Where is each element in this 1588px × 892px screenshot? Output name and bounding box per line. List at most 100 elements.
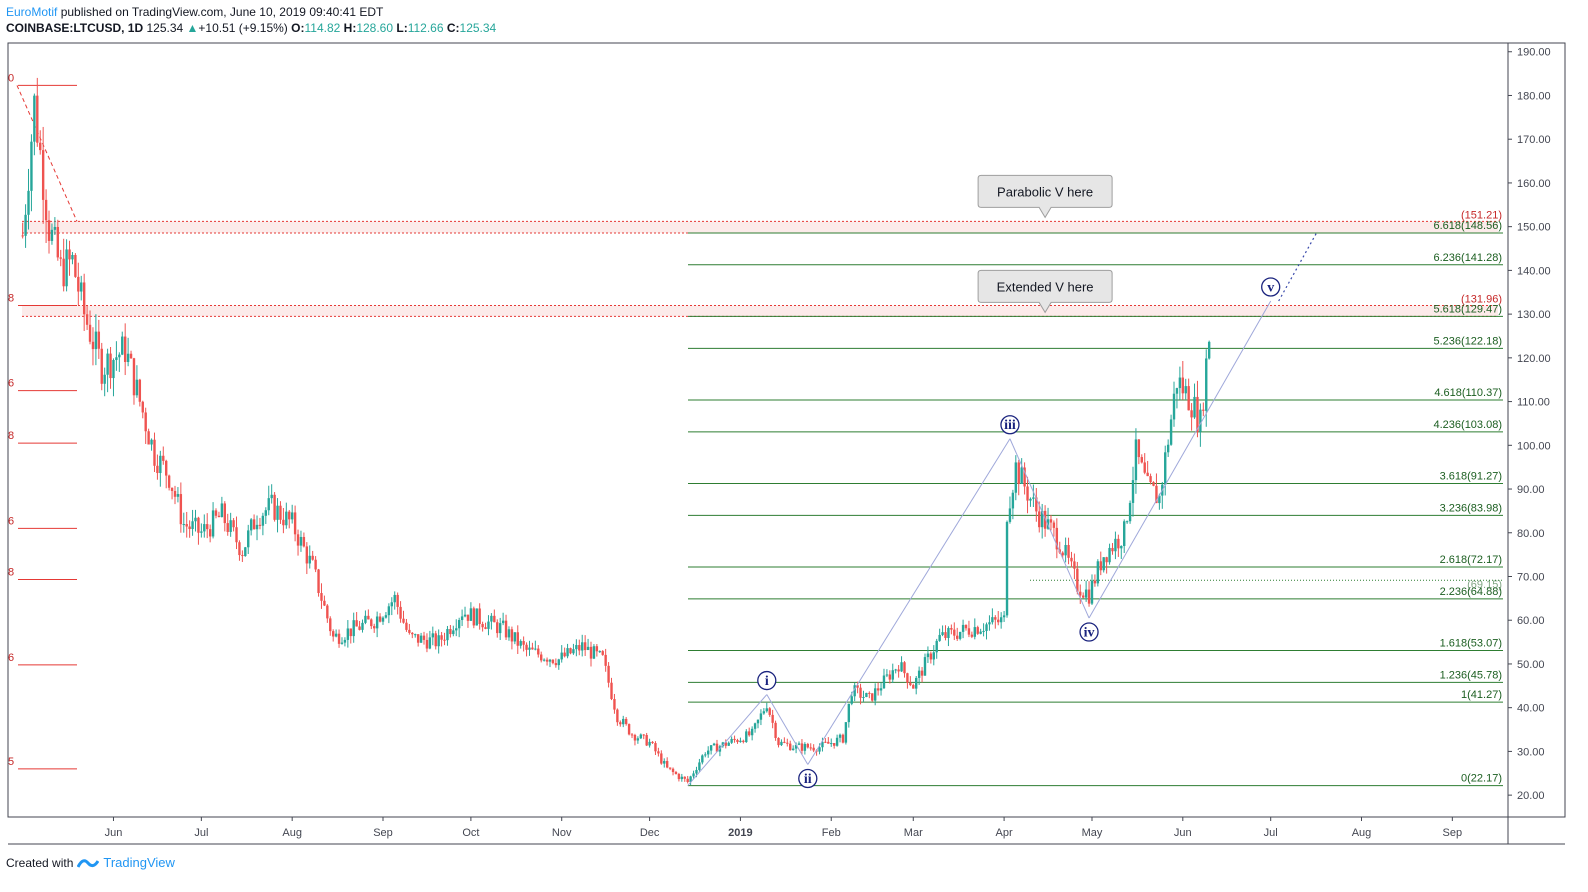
candle-body: [882, 675, 886, 689]
fib-level-label: 0(22.17): [1461, 773, 1502, 785]
candle-body: [715, 743, 719, 752]
candle-body: [1081, 595, 1085, 598]
candle-body: [873, 688, 877, 701]
candle-body: [516, 632, 519, 646]
candle-body: [844, 722, 848, 743]
wave-label: iv: [1084, 626, 1095, 641]
candle-body: [891, 670, 894, 680]
candle-body: [789, 743, 792, 751]
candle-body: [750, 728, 754, 736]
candle-body: [1052, 522, 1056, 528]
candle-body: [824, 741, 827, 743]
candle-body: [1061, 552, 1064, 556]
left-fib-label: 5: [8, 756, 14, 768]
candle-body: [545, 659, 549, 662]
candle-body: [498, 623, 502, 634]
left-fib-label: 8: [8, 567, 14, 579]
x-tick-label: Jun: [105, 827, 123, 839]
candle-body: [762, 711, 766, 714]
candle-body: [692, 773, 695, 777]
author-link[interactable]: EuroMotif: [6, 5, 58, 19]
candle-body: [876, 688, 880, 691]
candle-body: [809, 747, 812, 749]
x-tick-label: Sep: [373, 827, 393, 839]
candle-body: [329, 618, 332, 632]
wave-marker[interactable]: [1000, 415, 1020, 435]
candle-body: [1032, 497, 1035, 499]
resistance-zone: [22, 221, 1498, 233]
candle-body: [493, 615, 496, 623]
candle-body: [200, 531, 203, 533]
symbol-label[interactable]: COINBASE:LTCUSD, 1D: [6, 21, 144, 35]
candle-body: [586, 646, 590, 651]
candle-body: [589, 646, 593, 659]
callout-shape: [977, 174, 1113, 219]
candle-body: [244, 547, 247, 557]
last-price: 125.34: [146, 21, 184, 35]
candle-body: [293, 512, 297, 535]
open-label: O:: [291, 21, 305, 35]
candle-body: [999, 617, 1003, 623]
open-value: 114.82: [304, 21, 341, 35]
candle-body: [733, 738, 736, 741]
close-value: 125.34: [459, 21, 497, 35]
candle-body: [827, 741, 830, 744]
wave-line: [1009, 438, 1090, 619]
tradingview-brand-link[interactable]: TradingView: [103, 855, 175, 870]
candle-body: [1155, 485, 1158, 504]
candle-body: [1146, 472, 1149, 477]
candle-body: [349, 628, 352, 637]
candle-body: [252, 519, 256, 530]
candle-body: [475, 608, 478, 626]
left-fib-label: 8: [8, 430, 14, 442]
candle-body: [812, 747, 815, 751]
candle-body: [1187, 386, 1190, 411]
ohlc-line: COINBASE:LTCUSD, 1D 125.34 ▲+10.51 (+9.1…: [6, 20, 496, 36]
wave-marker[interactable]: [757, 670, 777, 691]
candle-body: [598, 651, 601, 653]
candle-body: [352, 620, 355, 637]
candle-body: [985, 624, 988, 631]
wave-line: [766, 694, 809, 765]
candle-body: [346, 628, 350, 640]
candle-body: [375, 616, 379, 629]
candle-body: [1125, 521, 1129, 523]
candle-body: [616, 709, 619, 723]
y-tick-label: 180.00: [1517, 90, 1551, 102]
wave-marker[interactable]: [1261, 277, 1281, 297]
x-tick-label: 2019: [728, 827, 752, 839]
candle-body: [1193, 396, 1196, 418]
y-tick-label: 150.00: [1517, 222, 1551, 234]
candle-body: [367, 615, 370, 620]
candle-body: [62, 258, 65, 287]
candle-body: [270, 494, 273, 499]
candle-body: [314, 559, 317, 570]
candle-body: [680, 776, 684, 780]
candle-body: [59, 257, 62, 259]
callout-bubble[interactable]: Parabolic V here: [977, 174, 1113, 219]
candle-body: [390, 602, 393, 607]
candle-body: [419, 635, 423, 643]
wave-marker[interactable]: [1079, 622, 1099, 642]
candle-body: [460, 616, 464, 621]
candle-body: [206, 524, 209, 530]
candle-body: [1169, 419, 1173, 445]
candle-body: [162, 455, 165, 461]
y-tick-label: 130.00: [1517, 309, 1551, 321]
candle-body: [255, 524, 259, 530]
candle-body: [557, 659, 560, 666]
candle-body: [484, 627, 487, 629]
candle-body: [1096, 561, 1100, 584]
candle-body: [361, 622, 364, 630]
candle-body: [727, 742, 730, 746]
candle-body: [326, 605, 329, 619]
candle-body: [437, 635, 440, 647]
candle-body: [173, 490, 177, 497]
candle-body: [689, 776, 692, 782]
wave-marker[interactable]: [798, 768, 818, 789]
candle-body: [106, 353, 109, 375]
callout-bubble[interactable]: Extended V here: [977, 269, 1113, 314]
candle-body: [220, 503, 224, 518]
wave-line: [807, 438, 1011, 765]
